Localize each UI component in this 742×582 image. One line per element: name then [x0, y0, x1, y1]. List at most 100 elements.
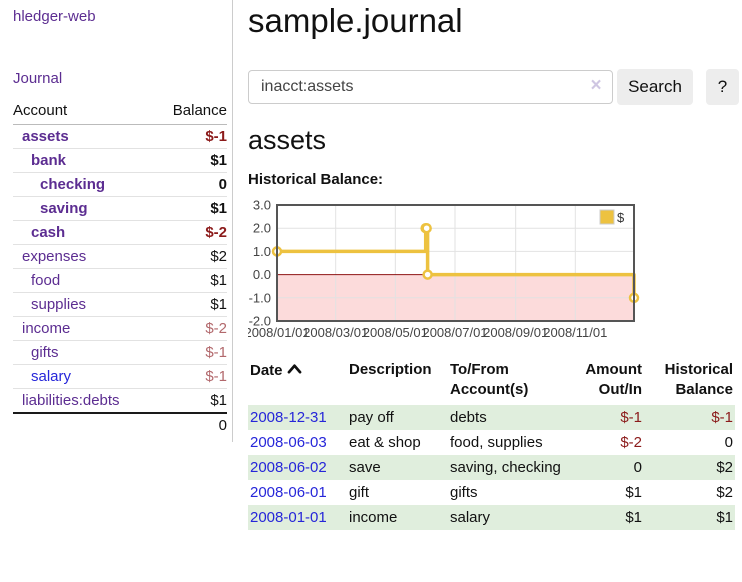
sidebar-account-link[interactable]: gifts [31, 344, 59, 361]
accounts-header-account: Account [13, 98, 155, 125]
account-row: salary $-1 [13, 364, 227, 389]
data-point-marker [421, 222, 432, 234]
transaction-description: pay off [347, 405, 448, 430]
x-tick-label: 2008/03/01 [303, 325, 368, 340]
transaction-description: income [347, 505, 448, 530]
account-row: assets $-1 [13, 124, 227, 149]
accounts-total-value: 0 [154, 412, 227, 437]
y-tick-label: 0.0 [253, 267, 271, 282]
y-tick-label: 2.0 [253, 221, 271, 236]
sidebar-account-link[interactable]: bank [31, 152, 67, 169]
y-tick-label: 3.0 [253, 199, 271, 213]
x-tick-label: 2008/07/01 [422, 325, 487, 340]
transaction-date-link[interactable]: 2008-06-03 [250, 434, 327, 451]
data-point-marker [422, 269, 433, 280]
account-row: saving $1 [13, 196, 227, 221]
plot-border [276, 204, 635, 322]
transaction-balance: $-1 [644, 405, 735, 430]
account-row: gifts $-1 [13, 340, 227, 365]
account-balance: $-1 [154, 364, 227, 389]
account-row: bank $1 [13, 148, 227, 173]
register-row: 2008-06-02 save saving, checking 0 $2 [248, 455, 735, 480]
accounts-header-balance: Balance [154, 98, 227, 125]
sidebar-account-link[interactable]: supplies [31, 296, 87, 313]
sidebar: hledger-web Journal Account Balance asse… [0, 0, 233, 442]
account-balance: $-1 [154, 124, 227, 149]
search-bar: × Search ? [248, 69, 742, 105]
help-button[interactable]: ? [706, 69, 739, 105]
chart-canvas: 3.0 2.0 1.0 0.0 -1.0 -2.02008/01/012008/03/01… [244, 198, 640, 340]
transaction-date-link[interactable]: 2008-06-01 [250, 484, 327, 501]
transaction-date-link[interactable]: 2008-01-01 [250, 509, 327, 526]
transaction-amount: 0 [564, 455, 644, 480]
account-row: income $-2 [13, 316, 227, 341]
x-tick-label: 2008/09/01 [483, 325, 548, 340]
y-tick-label: 1.0 [253, 244, 271, 259]
transaction-balance: $2 [716, 484, 733, 501]
register-row: 2008-06-03 eat & shop food, supplies $-2 0 [248, 430, 735, 455]
transaction-description: gift [349, 484, 370, 501]
y-tick-label: -1.0 [249, 290, 271, 305]
app-brand-link[interactable]: hledger-web [13, 8, 96, 25]
account-balance: $1 [154, 196, 227, 221]
column-header-date[interactable]: Date [248, 358, 347, 405]
account-balance: $-1 [154, 340, 227, 365]
account-heading: assets [248, 125, 327, 155]
transaction-amount: $1 [625, 484, 642, 501]
sidebar-account-link[interactable]: liabilities:debts [22, 392, 120, 409]
main-content: sample.journal × Search ? assets Histori… [244, 0, 742, 582]
account-row: food $1 [13, 268, 227, 293]
sidebar-account-link[interactable]: salary [31, 368, 72, 385]
account-balance: $1 [154, 268, 227, 293]
x-tick-label: 2008/11/01 [543, 325, 607, 340]
account-row: expenses $2 [13, 244, 227, 269]
sidebar-account-link[interactable]: income [22, 320, 71, 337]
x-tick-label: 2008/05/01 [363, 325, 428, 340]
search-input[interactable] [248, 70, 613, 104]
transaction-description: eat & shop [349, 434, 421, 451]
sidebar-account-link[interactable]: saving [40, 200, 88, 217]
historical-balance-chart: 3.0 2.0 1.0 0.0 -1.0 -2.0 2008/01/01 2008/03/01… [244, 198, 668, 349]
transaction-accounts: debts [448, 405, 564, 430]
x-tick-label: 2008/01/01 [248, 325, 310, 340]
y-tick-label: -2.0 [249, 314, 271, 329]
legend-swatch [599, 209, 615, 225]
transaction-accounts: food, supplies [450, 434, 543, 451]
sidebar-account-link[interactable]: checking [40, 176, 106, 193]
sidebar-item-journal[interactable]: Journal [13, 70, 63, 87]
clear-search-icon[interactable]: × [590, 75, 602, 96]
transaction-accounts: gifts [450, 484, 478, 501]
sidebar-account-link[interactable]: cash [31, 224, 66, 241]
accounts-total-spacer [13, 412, 155, 437]
accounts-tree-table: Account Balance assets $-1 bank $1 checking 0… [13, 98, 227, 437]
account-row: cash $-2 [13, 220, 227, 245]
transaction-date-link[interactable]: 2008-06-02 [250, 459, 327, 476]
legend-label: $ [617, 210, 625, 225]
chart-title: Historical Balance: [248, 171, 384, 188]
accounts-table-body: assets $-1 bank $1 checking 0 saving $1 cash $-2 e… [13, 124, 227, 414]
transaction-balance: $1 [644, 505, 735, 530]
transaction-date-link[interactable]: 2008-12-31 [250, 409, 327, 426]
account-balance: $1 [154, 148, 227, 173]
transaction-amount: $-1 [564, 405, 644, 430]
column-header-balance: Historical Balance [664, 361, 733, 398]
account-balance: $1 [154, 292, 227, 317]
search-button[interactable]: Search [617, 69, 693, 105]
account-balance: $1 [154, 388, 227, 414]
sidebar-account-link[interactable]: food [31, 272, 61, 289]
transaction-accounts: salary [448, 505, 564, 530]
account-balance: $2 [154, 244, 227, 269]
account-balance: $-2 [154, 220, 227, 245]
register-row: 2008-06-01 gift gifts $1 $2 [248, 480, 735, 505]
register-table: Date Description To/From Account(s) Amou… [248, 358, 735, 530]
account-row: supplies $1 [13, 292, 227, 317]
transaction-amount: $-2 [620, 434, 642, 451]
sidebar-account-link[interactable]: assets [22, 128, 69, 145]
column-header-accounts: To/From Account(s) [450, 361, 529, 398]
column-header-amount: Amount Out/In [585, 361, 642, 398]
sidebar-account-link[interactable]: expenses [22, 248, 87, 265]
account-balance: $-2 [154, 316, 227, 341]
page-title: sample.journal [248, 2, 463, 39]
register-row: 2008-01-01 income salary $1 $1 [248, 505, 735, 530]
accounts-total-row: 0 [13, 412, 227, 437]
